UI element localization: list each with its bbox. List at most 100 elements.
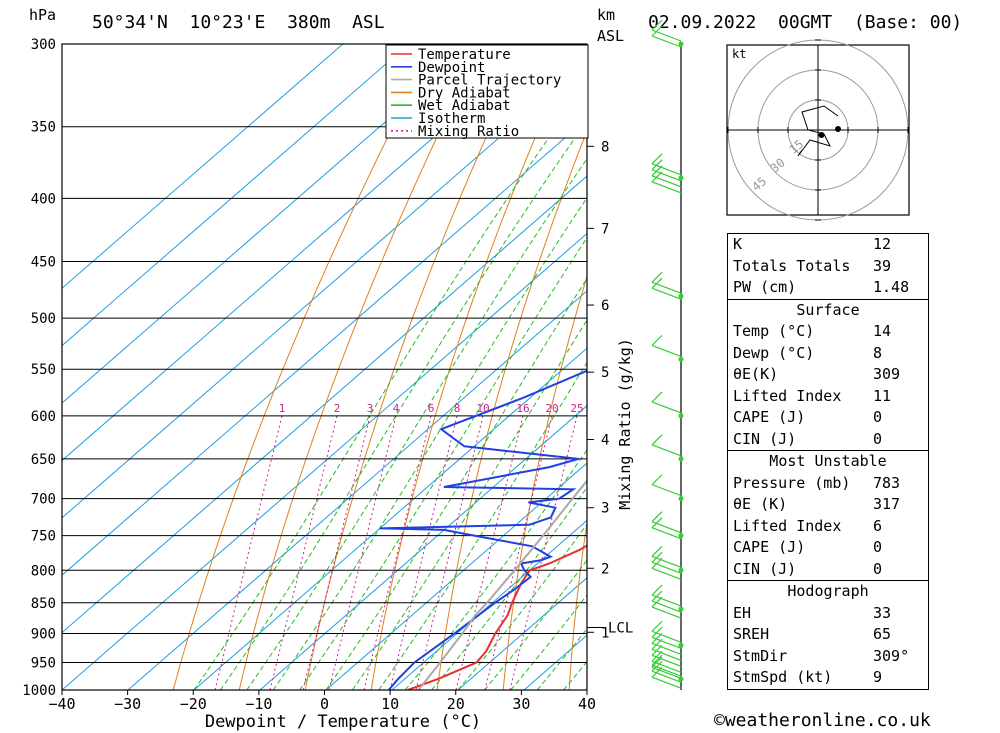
most-unstable-label: Pressure (mb) [733, 473, 851, 492]
surface-label: θE(K) [733, 365, 779, 383]
mixing-ratio-line [415, 415, 484, 690]
surface-label: Lifted Index [733, 386, 842, 405]
legend-label: Wet Adiabat [418, 98, 511, 114]
km-tick-label: 3 [601, 501, 609, 517]
wind-dot [678, 293, 684, 299]
series-parcel-trajectory [417, 479, 587, 690]
wind-barb [651, 666, 682, 689]
pressure-axis: 300 350 400 450 500 550 600 650 700 750 800 850 900 9… [22, 37, 56, 699]
index-label: PW (cm) [733, 278, 797, 296]
series-temperature [407, 544, 587, 690]
pressure-tick-label: 850 [31, 596, 56, 612]
km-tick-label: 4 [601, 433, 609, 449]
profiles [379, 369, 587, 690]
mixing-ratio-line [328, 415, 397, 690]
isotherm-line [127, 290, 587, 690]
wind-barb [651, 171, 682, 194]
hodograph-param-value: 65 [873, 625, 892, 643]
index-row: PW (cm) 1.48 [728, 277, 928, 299]
pressure-tick-label: 900 [31, 626, 56, 642]
pressure-tick-label: 750 [31, 529, 56, 545]
most-unstable-row: Pressure (mb) 783 [728, 473, 928, 495]
most-unstable-value: 783 [873, 473, 901, 492]
surface-row: Dewp (°C) 8 [728, 343, 928, 365]
mixing-ratio-label: 4 [393, 402, 400, 415]
most-unstable-row: θE (K) 317 [728, 494, 928, 516]
surface-row: θE(K) 309 [728, 364, 928, 386]
x-tick-label: 0 [320, 695, 329, 713]
legend-label: Isotherm [418, 111, 485, 127]
legend-label: Dry Adiabat [418, 85, 511, 101]
hodograph-param-value: 33 [873, 603, 892, 622]
hodograph-param-value: 309° [873, 646, 910, 665]
lcl-label: LCL [608, 620, 633, 636]
mixing-ratio-label: 25 [570, 402, 583, 415]
pressure-tick-label: 700 [31, 492, 56, 508]
x-tick-label: 10 [381, 695, 399, 713]
km-tick-label: 5 [601, 365, 609, 381]
most-unstable-label: Lifted Index [733, 516, 842, 535]
dry-adiabat-line [304, 44, 530, 690]
asl-label: ASL [597, 27, 625, 45]
location-title: 50°34'N 10°23'E 380m ASL [92, 12, 385, 33]
surface-row: Lifted Index 11 [728, 386, 928, 408]
wind-dot [678, 356, 684, 362]
dry-adiabat-line [370, 44, 577, 690]
wind-dot [678, 41, 684, 47]
isotherm-line [325, 462, 587, 690]
x-tick-label: 20 [447, 695, 465, 713]
mixing-ratio-label: 2 [334, 402, 341, 415]
hodograph-unit: kt [732, 47, 746, 61]
most-unstable-value: 0 [873, 538, 883, 556]
surface-value: 14 [873, 322, 892, 340]
wind-dot [678, 456, 684, 462]
isotherm-line [62, 232, 587, 690]
km-tick-label: 8 [601, 139, 609, 155]
wind-dot [678, 606, 684, 612]
index-value: 39 [873, 256, 892, 275]
indices-table: K 12 Totals Totals 39 PW (cm) 1.48 Surface Te… [727, 233, 929, 690]
most-unstable-label: CAPE (J) [733, 538, 806, 556]
wind-dot [678, 175, 684, 181]
wind-barb [651, 474, 682, 497]
most-unstable-row: CIN (J) 0 [728, 559, 928, 581]
isotherm-line [62, 44, 344, 289]
mixing-ratio-line [302, 415, 371, 690]
km-tick-label: 1 [601, 625, 609, 641]
legend-label: Dewpoint [418, 60, 485, 76]
storm-motion-dot [835, 126, 841, 132]
wind-barb [651, 434, 682, 457]
surface-value: 11 [873, 386, 892, 405]
mixing-ratio-label: 3 [367, 402, 374, 415]
surface-row: CIN (J) 0 [728, 429, 928, 451]
index-value: 12 [873, 235, 892, 253]
surface-value: 0 [873, 408, 883, 426]
wind-barb [651, 25, 682, 48]
isotherm-line [62, 175, 587, 634]
pressure-tick-label: 350 [31, 120, 56, 136]
mixing-ratio-label: 1 [279, 402, 286, 415]
km-tick-label: 2 [601, 561, 609, 577]
isotherm-line [62, 44, 542, 462]
most-unstable-value: 317 [873, 495, 901, 513]
hpa-label: hPa [29, 6, 57, 24]
index-value: 1.48 [873, 278, 910, 296]
surface-title: Surface [728, 298, 928, 322]
most-unstable-row: CAPE (J) 0 [728, 537, 928, 559]
wind-barb [651, 596, 682, 619]
mixing-ratio-line [269, 415, 338, 690]
isotherm-line [259, 404, 587, 690]
wind-dot [678, 567, 684, 573]
wet-adiabat-line [272, 196, 587, 690]
isotherm-line [62, 118, 587, 576]
wind-dot [678, 496, 684, 502]
hodograph-param-label: StmSpd (kt) [733, 668, 833, 686]
mixing-ratio-line [214, 415, 283, 690]
legend-label: Mixing Ratio [418, 124, 519, 140]
surface-value: 8 [873, 343, 883, 362]
surface-value: 309 [873, 365, 901, 383]
dry-adiabat-line [948, 26, 1000, 690]
mixing-ratio-line [484, 415, 553, 690]
mixing-ratio-label: 16 [516, 402, 529, 415]
